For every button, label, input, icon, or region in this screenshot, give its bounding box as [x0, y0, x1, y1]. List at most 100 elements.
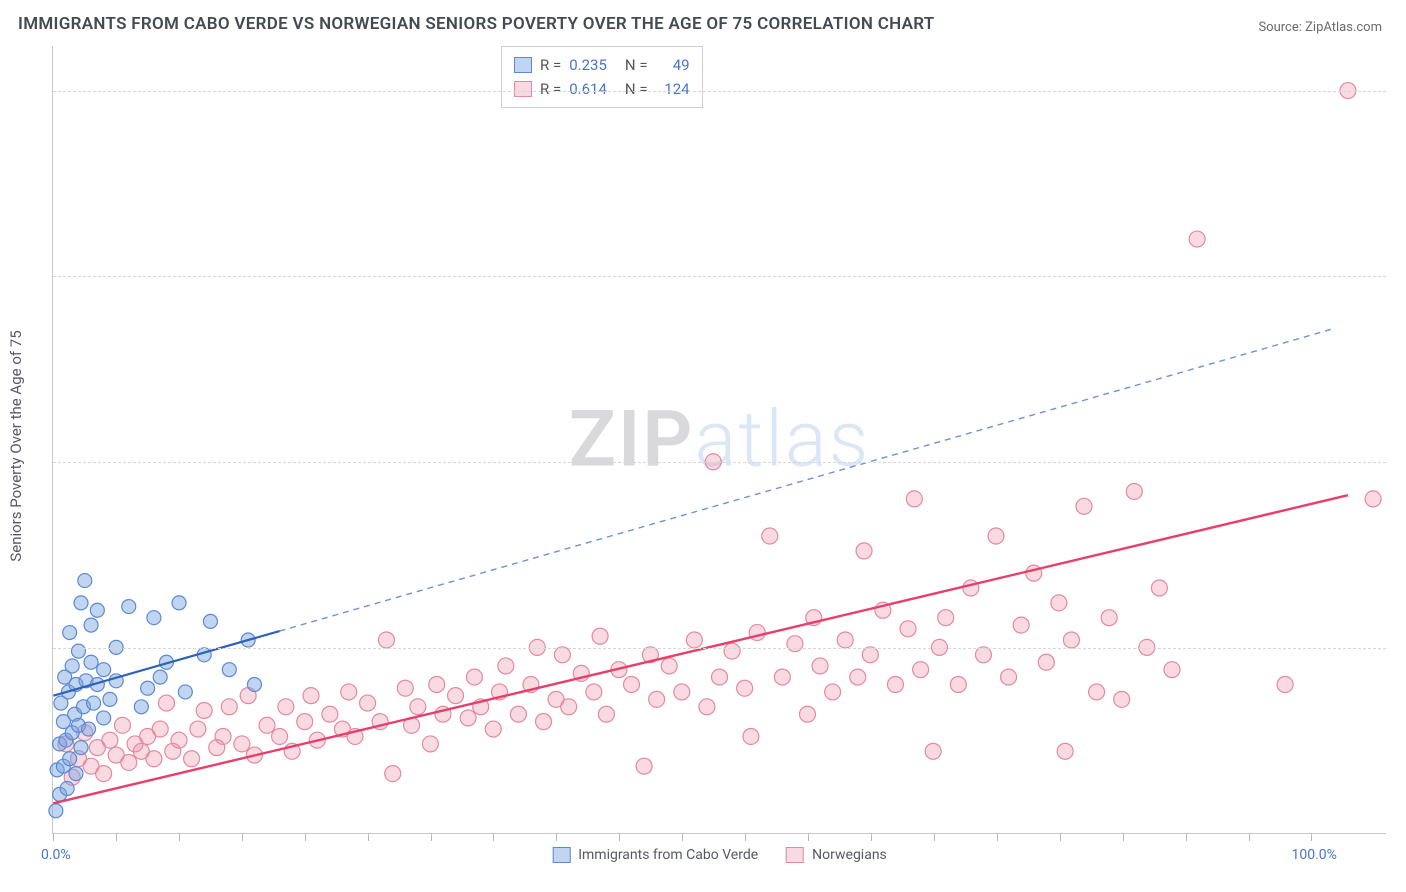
scatter-point-cabo_verde: [97, 663, 111, 677]
scatter-point-cabo_verde: [90, 603, 104, 617]
x-tick: [53, 833, 54, 841]
scatter-point-norwegians: [146, 751, 162, 767]
scatter-point-norwegians: [96, 766, 112, 782]
scatter-point-cabo_verde: [82, 722, 96, 736]
chart-title: IMMIGRANTS FROM CABO VERDE VS NORWEGIAN …: [18, 14, 935, 34]
scatter-point-norwegians: [906, 491, 922, 507]
x-tick: [1123, 833, 1124, 841]
scatter-point-norwegians: [913, 662, 929, 678]
x-axis-label-max: 100.0%: [1291, 847, 1336, 863]
scatter-point-norwegians: [1114, 691, 1130, 707]
scatter-point-norwegians: [661, 658, 677, 674]
scatter-point-cabo_verde: [69, 767, 83, 781]
source-label: Source:: [1258, 20, 1301, 35]
x-axis-label-min: 0.0%: [41, 847, 71, 863]
x-tick: [368, 833, 369, 841]
n-label: N =: [621, 56, 647, 74]
scatter-point-cabo_verde: [71, 644, 85, 658]
scatter-point-norwegians: [900, 621, 916, 637]
scatter-point-norwegians: [1051, 595, 1067, 611]
r-label: R =: [540, 56, 561, 74]
scatter-point-norwegians: [649, 691, 665, 707]
scatter-point-norwegians: [1164, 662, 1180, 678]
scatter-point-norwegians: [422, 736, 438, 752]
scatter-point-norwegians: [1277, 677, 1293, 693]
scatter-point-norwegians: [410, 699, 426, 715]
scatter-point-norwegians: [158, 695, 174, 711]
scatter-point-norwegians: [1076, 498, 1092, 514]
legend-swatch-pink: [786, 847, 804, 863]
scatter-point-cabo_verde: [103, 692, 117, 706]
source-name: ZipAtlas.com: [1305, 20, 1382, 35]
scatter-point-norwegians: [799, 706, 815, 722]
source-attribution: Source: ZipAtlas.com: [1258, 20, 1382, 35]
scatter-point-norwegians: [221, 699, 237, 715]
scatter-point-norwegians: [397, 680, 413, 696]
y-tick-label: 50.0%: [1394, 454, 1406, 470]
scatter-point-norwegians: [554, 647, 570, 663]
n-value-cabo_verde: 49: [656, 56, 690, 74]
scatter-point-norwegians: [737, 680, 753, 696]
scatter-point-norwegians: [686, 632, 702, 648]
legend-label-cabo-verde: Immigrants from Cabo Verde: [578, 847, 758, 863]
legend-label-norwegians: Norwegians: [812, 847, 887, 863]
legend-item-cabo-verde: Immigrants from Cabo Verde: [552, 847, 758, 863]
y-axis-label: Seniors Poverty Over the Age of 75: [7, 330, 25, 561]
r-value-norwegians: 0.614: [569, 80, 613, 98]
scatter-point-norwegians: [378, 632, 394, 648]
scatter-point-norwegians: [1001, 669, 1017, 685]
scatter-point-cabo_verde: [84, 618, 98, 632]
scatter-point-norwegians: [856, 543, 872, 559]
scatter-point-norwegians: [152, 721, 168, 737]
scatter-point-cabo_verde: [78, 574, 92, 588]
scatter-point-cabo_verde: [97, 711, 111, 725]
y-tick-label: 75.0%: [1394, 268, 1406, 284]
legend-swatch-blue: [552, 847, 570, 863]
scatter-point-norwegians: [297, 714, 313, 730]
x-tick: [493, 833, 494, 841]
scatter-point-norwegians: [114, 717, 130, 733]
x-tick: [808, 833, 809, 841]
legend-item-norwegians: Norwegians: [786, 847, 887, 863]
scatter-point-norwegians: [774, 669, 790, 685]
scatter-point-norwegians: [988, 528, 1004, 544]
scatter-point-norwegians: [341, 684, 357, 700]
scatter-point-norwegians: [636, 758, 652, 774]
x-tick: [116, 833, 117, 841]
scatter-point-norwegians: [925, 743, 941, 759]
scatter-point-cabo_verde: [222, 663, 236, 677]
scatter-point-norwegians: [887, 677, 903, 693]
scatter-point-cabo_verde: [122, 600, 136, 614]
scatter-point-cabo_verde: [178, 685, 192, 699]
scatter-point-norwegians: [1101, 610, 1117, 626]
scatter-point-norwegians: [674, 684, 690, 700]
scatter-point-norwegians: [215, 728, 231, 744]
scatter-point-norwegians: [360, 695, 376, 711]
scatter-point-norwegians: [498, 658, 514, 674]
scatter-point-cabo_verde: [63, 752, 77, 766]
scatter-point-cabo_verde: [141, 681, 155, 695]
x-tick: [431, 833, 432, 841]
x-tick: [745, 833, 746, 841]
x-tick: [305, 833, 306, 841]
scatter-point-cabo_verde: [247, 678, 261, 692]
chart-svg: [53, 46, 1386, 833]
scatter-point-norwegians: [812, 658, 828, 674]
scatter-point-norwegians: [561, 699, 577, 715]
n-label: N =: [621, 80, 647, 98]
scatter-point-norwegians: [862, 647, 878, 663]
r-label: R =: [540, 80, 561, 98]
gridline: [53, 91, 1386, 92]
scatter-point-norwegians: [510, 706, 526, 722]
scatter-point-cabo_verde: [60, 781, 74, 795]
x-tick: [242, 833, 243, 841]
scatter-point-norwegians: [850, 669, 866, 685]
x-tick: [1186, 833, 1187, 841]
scatter-point-norwegians: [1365, 491, 1381, 507]
y-tick-label: 25.0%: [1394, 640, 1406, 656]
scatter-point-norwegians: [743, 728, 759, 744]
scatter-point-norwegians: [1057, 743, 1073, 759]
scatter-point-cabo_verde: [65, 659, 79, 673]
scatter-point-norwegians: [121, 754, 137, 770]
r-value-cabo_verde: 0.235: [569, 56, 613, 74]
